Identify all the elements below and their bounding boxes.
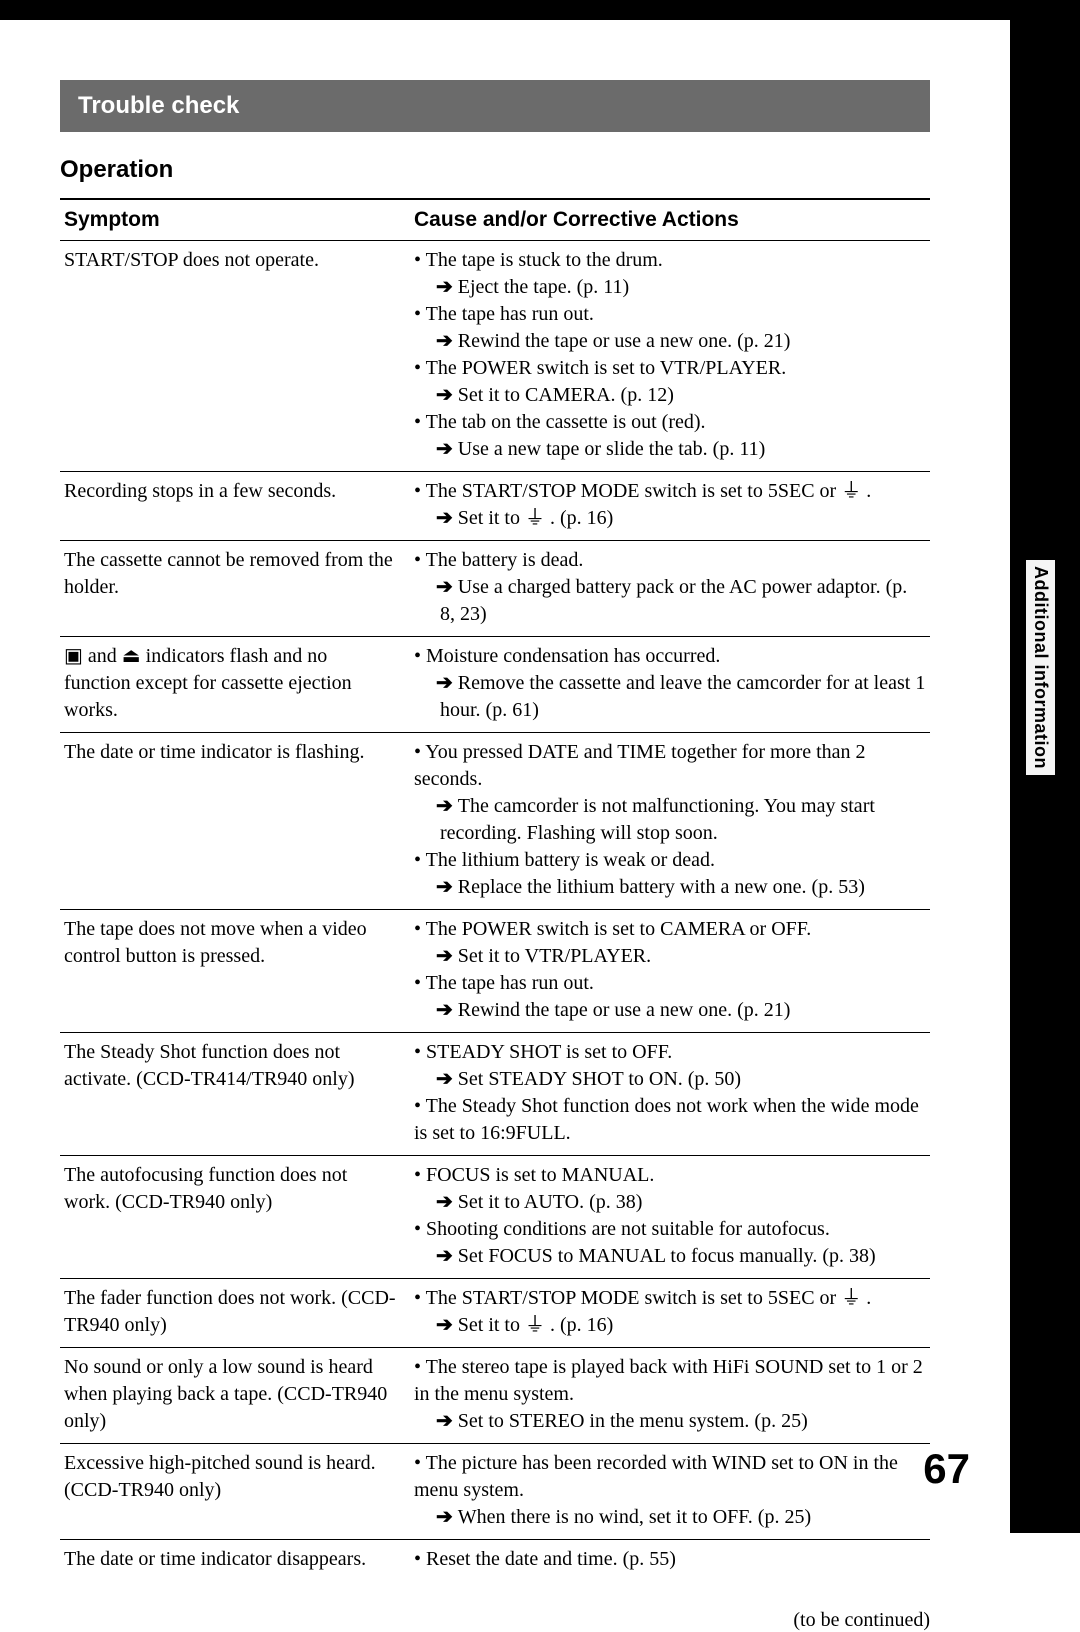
corrective-action: Rewind the tape or use a new one. (p. 21… <box>414 328 926 355</box>
cause-item: The START/STOP MODE switch is set to 5SE… <box>414 478 926 505</box>
cause-item: The stereo tape is played back with HiFi… <box>414 1354 926 1408</box>
table-row: START/STOP does not operate.The tape is … <box>60 241 930 472</box>
table-row: The autofocusing function does not work.… <box>60 1156 930 1279</box>
cause-item: Moisture condensation has occurred. <box>414 643 926 670</box>
table-row: The fader function does not work. (CCD-T… <box>60 1279 930 1348</box>
corrective-action: Use a new tape or slide the tab. (p. 11) <box>414 436 926 463</box>
symptom-cell: The date or time indicator is flashing. <box>60 733 410 910</box>
cause-item: The tape has run out. <box>414 970 926 997</box>
corrective-action: Eject the tape. (p. 11) <box>414 274 926 301</box>
cause-cell: STEADY SHOT is set to OFF.Set STEADY SHO… <box>410 1033 930 1156</box>
cause-cell: The picture has been recorded with WIND … <box>410 1444 930 1540</box>
corrective-action: The camcorder is not malfunctioning. You… <box>414 793 926 847</box>
table-row: The tape does not move when a video cont… <box>60 910 930 1033</box>
symptom-cell: The fader function does not work. (CCD-T… <box>60 1279 410 1348</box>
cause-cell: Reset the date and time. (p. 55) <box>410 1540 930 1582</box>
corrective-action: When there is no wind, set it to OFF. (p… <box>414 1504 926 1531</box>
corrective-action: Replace the lithium battery with a new o… <box>414 874 926 901</box>
trouble-table-body: START/STOP does not operate.The tape is … <box>60 241 930 1582</box>
corrective-action: Set it to ⏚ . (p. 16) <box>414 1312 926 1339</box>
table-row: ▣ and ⏏ indicators flash and no function… <box>60 637 930 733</box>
table-row: Excessive high-pitched sound is heard. (… <box>60 1444 930 1540</box>
cause-item: The lithium battery is weak or dead. <box>414 847 926 874</box>
corrective-action: Set it to CAMERA. (p. 12) <box>414 382 926 409</box>
corrective-action: Remove the cassette and leave the camcor… <box>414 670 926 724</box>
corrective-action: Use a charged battery pack or the AC pow… <box>414 574 926 628</box>
table-row: Recording stops in a few seconds.The STA… <box>60 472 930 541</box>
cause-item: Shooting conditions are not suitable for… <box>414 1216 926 1243</box>
corrective-action: Set FOCUS to MANUAL to focus manually. (… <box>414 1243 926 1270</box>
cause-item: STEADY SHOT is set to OFF. <box>414 1039 926 1066</box>
corrective-action: Set it to ⏚ . (p. 16) <box>414 505 926 532</box>
symptom-cell: No sound or only a low sound is heard wh… <box>60 1348 410 1444</box>
cause-cell: FOCUS is set to MANUAL.Set it to AUTO. (… <box>410 1156 930 1279</box>
cause-item: The tape is stuck to the drum. <box>414 247 926 274</box>
symptom-cell: Recording stops in a few seconds. <box>60 472 410 541</box>
cause-item: The tab on the cassette is out (red). <box>414 409 926 436</box>
symptom-cell: ▣ and ⏏ indicators flash and no function… <box>60 637 410 733</box>
section-heading: Operation <box>60 156 1000 184</box>
cause-item: The tape has run out. <box>414 301 926 328</box>
symptom-cell: The date or time indicator disappears. <box>60 1540 410 1582</box>
cause-cell: The START/STOP MODE switch is set to 5SE… <box>410 1279 930 1348</box>
corrective-action: Set it to AUTO. (p. 38) <box>414 1189 926 1216</box>
cause-item: The battery is dead. <box>414 547 926 574</box>
continued-note: (to be continued) <box>60 1609 930 1632</box>
trouble-table: Symptom Cause and/or Corrective Actions … <box>60 198 930 1581</box>
table-row: The cassette cannot be removed from the … <box>60 541 930 637</box>
cause-cell: The stereo tape is played back with HiFi… <box>410 1348 930 1444</box>
cause-cell: The START/STOP MODE switch is set to 5SE… <box>410 472 930 541</box>
cause-cell: Moisture condensation has occurred.Remov… <box>410 637 930 733</box>
page-title: Trouble check <box>78 92 239 119</box>
symptom-cell: The tape does not move when a video cont… <box>60 910 410 1033</box>
page-number: 67 <box>923 1445 970 1493</box>
symptom-cell: START/STOP does not operate. <box>60 241 410 472</box>
manual-page: Additional information Trouble check Ope… <box>0 0 1080 1533</box>
cause-item: The START/STOP MODE switch is set to 5SE… <box>414 1285 926 1312</box>
corrective-action: Rewind the tape or use a new one. (p. 21… <box>414 997 926 1024</box>
corrective-action: Set it to VTR/PLAYER. <box>414 943 926 970</box>
col-header-cause: Cause and/or Corrective Actions <box>410 199 930 241</box>
table-row: The date or time indicator disappears.Re… <box>60 1540 930 1582</box>
cause-cell: You pressed DATE and TIME together for m… <box>410 733 930 910</box>
top-black-bar <box>0 0 1080 20</box>
symptom-cell: The Steady Shot function does not activa… <box>60 1033 410 1156</box>
cause-cell: The battery is dead.Use a charged batter… <box>410 541 930 637</box>
section-tab-vertical: Additional information <box>1026 560 1055 775</box>
cause-item: You pressed DATE and TIME together for m… <box>414 739 926 793</box>
table-row: No sound or only a low sound is heard wh… <box>60 1348 930 1444</box>
symptom-cell: Excessive high-pitched sound is heard. (… <box>60 1444 410 1540</box>
cause-item: The Steady Shot function does not work w… <box>414 1093 926 1147</box>
cause-item: The POWER switch is set to CAMERA or OFF… <box>414 916 926 943</box>
cause-cell: The tape is stuck to the drum.Eject the … <box>410 241 930 472</box>
cause-item: The picture has been recorded with WIND … <box>414 1450 926 1504</box>
table-row: The date or time indicator is flashing.Y… <box>60 733 930 910</box>
cause-item: The POWER switch is set to VTR/PLAYER. <box>414 355 926 382</box>
corrective-action: Set STEADY SHOT to ON. (p. 50) <box>414 1066 926 1093</box>
symptom-cell: The autofocusing function does not work.… <box>60 1156 410 1279</box>
page-title-band: Trouble check <box>60 80 930 132</box>
symptom-cell: The cassette cannot be removed from the … <box>60 541 410 637</box>
table-row: The Steady Shot function does not activa… <box>60 1033 930 1156</box>
cause-item: Reset the date and time. (p. 55) <box>414 1546 926 1573</box>
cause-item: FOCUS is set to MANUAL. <box>414 1162 926 1189</box>
corrective-action: Set to STEREO in the menu system. (p. 25… <box>414 1408 926 1435</box>
cause-cell: The POWER switch is set to CAMERA or OFF… <box>410 910 930 1033</box>
col-header-symptom: Symptom <box>60 199 410 241</box>
